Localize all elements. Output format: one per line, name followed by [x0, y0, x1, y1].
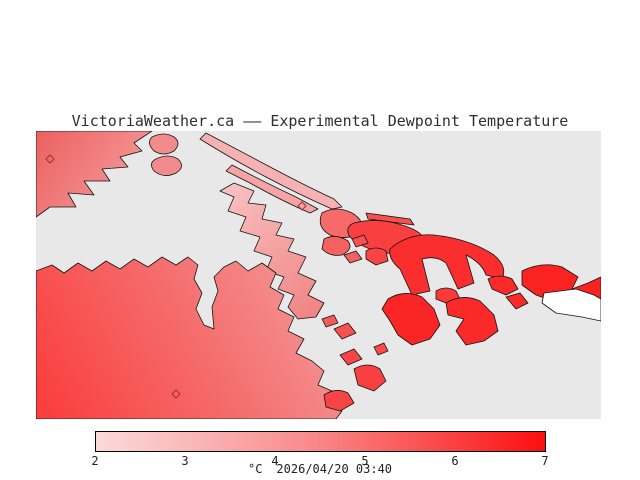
islet-portland: [321, 314, 339, 328]
colorbar-tick-3: 3: [181, 454, 189, 468]
station-marker: [45, 154, 55, 164]
islet-james: [323, 390, 355, 412]
caption: °C 2026/04/20 03:40: [0, 462, 640, 476]
station-marker: [297, 201, 307, 211]
islet-2: [365, 247, 389, 266]
island-saltspring: [219, 182, 325, 320]
island-decatur: [505, 292, 529, 310]
island-pender-north: [321, 236, 351, 256]
island-lopez: [445, 297, 499, 346]
colorbar-tick-5: 5: [361, 454, 369, 468]
islet-sidney: [353, 364, 387, 392]
islet-1: [351, 234, 369, 248]
map-canvas: [36, 131, 601, 419]
timestamp: 2026/04/20 03:40: [276, 462, 393, 476]
land-southwest: [36, 256, 343, 419]
island-chain-east-thin: [365, 212, 415, 226]
colorbar-gradient: [95, 431, 546, 452]
colorbar-tick-2: 2: [91, 454, 99, 468]
island-no-data: [541, 288, 601, 322]
islet-moresby: [333, 322, 357, 340]
island-strip-outer: [199, 132, 343, 210]
island-small-north-1: [149, 133, 179, 155]
colorbar-tick-6: 6: [451, 454, 459, 468]
island-small-north-2: [151, 155, 182, 176]
unit-label: °C: [247, 462, 263, 476]
island-strip-inner: [225, 164, 319, 214]
colorbar-tick-7: 7: [541, 454, 549, 468]
map-svg: [36, 131, 601, 419]
island-pender-south: [343, 250, 363, 264]
station-marker: [171, 389, 181, 399]
island-blakely: [487, 275, 519, 296]
page-title: VictoriaWeather.ca —— Experimental Dewpo…: [71, 112, 569, 130]
island-coast-northwest: [36, 131, 153, 218]
island-sanjuan: [381, 293, 441, 346]
islet-darcy: [339, 348, 363, 366]
colorbar-tick-4: 4: [271, 454, 279, 468]
islet-3: [373, 342, 389, 356]
island-orcas: [389, 234, 505, 296]
